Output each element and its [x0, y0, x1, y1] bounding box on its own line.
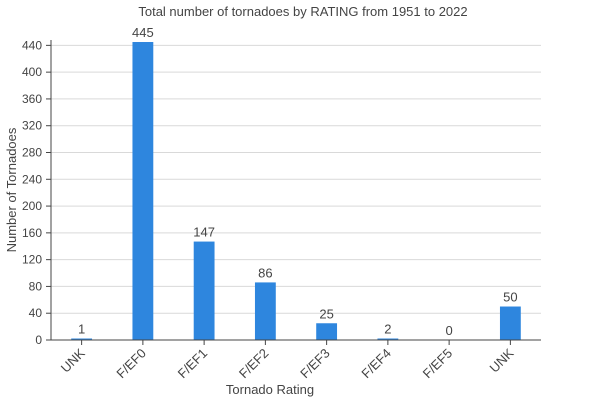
x-tick-label: F/EF3 [297, 346, 333, 382]
chart-title: Total number of tornadoes by RATING from… [138, 4, 467, 19]
x-axis-ticks: UNK F/EF0 F/EF1 F/EF2 F/EF3 F/EF4 F/EF5 UNK [58, 340, 517, 381]
bar [193, 241, 215, 340]
data-label: 1 [78, 322, 85, 337]
y-tick-label: 240 [22, 172, 42, 186]
data-label: 0 [446, 323, 453, 338]
y-tick-label: 120 [22, 253, 42, 267]
y-tick-label: 40 [29, 306, 43, 320]
y-tick-label: 0 [35, 333, 42, 347]
bar [499, 306, 521, 340]
y-tick-label: 400 [22, 65, 42, 79]
data-labels: 1 445 147 86 25 2 0 50 [78, 25, 518, 338]
y-tick-label: 440 [22, 38, 42, 52]
gridlines [51, 44, 541, 314]
y-tick-label: 200 [22, 199, 42, 213]
data-label: 86 [258, 265, 272, 280]
y-tick-label: 80 [29, 279, 43, 293]
bar [254, 282, 276, 340]
x-tick-label: UNK [486, 345, 516, 375]
x-axis-label: Tornado Rating [226, 382, 314, 397]
data-label: 50 [503, 290, 517, 305]
x-tick-label: UNK [58, 345, 88, 375]
x-tick-label: F/EF4 [358, 346, 394, 382]
x-tick-label: F/EF1 [175, 346, 211, 382]
data-label: 445 [132, 25, 154, 40]
bars [71, 42, 521, 340]
bar [132, 42, 154, 340]
y-tick-label: 320 [22, 119, 42, 133]
data-label: 25 [319, 306, 333, 321]
bar [316, 323, 338, 340]
x-tick-label: F/EF0 [113, 346, 149, 382]
bar [71, 338, 93, 340]
y-axis-ticks: 0 40 80 120 160 200 240 280 320 360 400 440 [22, 38, 51, 347]
data-label: 2 [384, 322, 391, 337]
y-tick-label: 160 [22, 226, 42, 240]
y-axis-label: Number of Tornadoes [4, 127, 19, 252]
bar [377, 338, 399, 340]
y-tick-label: 280 [22, 146, 42, 160]
x-tick-label: F/EF5 [420, 346, 456, 382]
data-label: 147 [193, 225, 215, 240]
y-tick-label: 360 [22, 92, 42, 106]
x-tick-label: F/EF2 [236, 346, 272, 382]
